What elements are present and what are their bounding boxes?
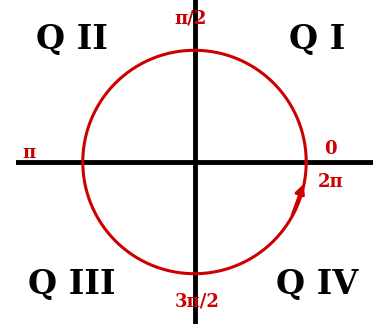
Text: 0: 0 [324,140,337,157]
Text: Q III: Q III [28,268,116,301]
Text: 3π/2: 3π/2 [174,293,219,311]
Text: π: π [23,144,36,162]
Text: π/2: π/2 [174,10,207,28]
Text: Q IV: Q IV [276,268,359,301]
Text: Q I: Q I [289,23,345,56]
Text: Q II: Q II [36,23,107,56]
Text: 2π: 2π [318,173,343,191]
